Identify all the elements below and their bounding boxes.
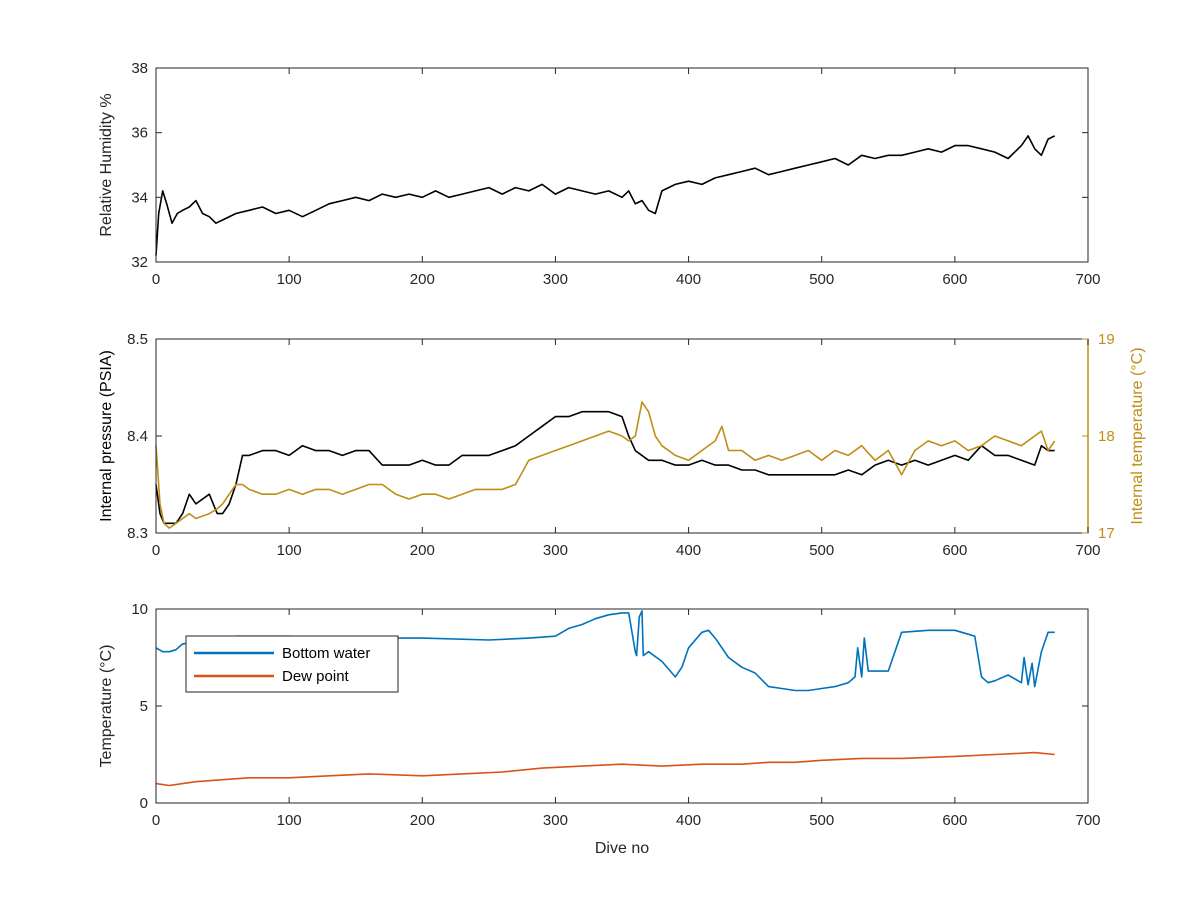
x-tick-label: 100: [277, 812, 302, 829]
axes-box: [155, 67, 1089, 263]
y-tick-label: 8.5: [127, 331, 148, 348]
x-tick-label: 500: [809, 271, 834, 288]
y-tick-label: 10: [131, 601, 148, 618]
y-tick-label: 32: [131, 254, 148, 271]
x-axis-label: Dive no: [595, 840, 649, 857]
dew-point-line: [155, 751, 1055, 787]
x-tick-label: 200: [410, 812, 435, 829]
x-tick-label: 200: [410, 271, 435, 288]
y-tick-label: 5: [140, 698, 148, 715]
legend-label: Bottom water: [282, 645, 370, 662]
x-tick-label: 500: [809, 812, 834, 829]
legend-box: [185, 635, 399, 693]
x-tick-label: 100: [277, 542, 302, 559]
series-1-line: [155, 401, 1056, 529]
x-tick-label: 300: [543, 542, 568, 559]
y-tick-label: 36: [131, 125, 148, 142]
y-axis-label: Relative Humidity %: [98, 93, 115, 236]
x-tick-label: 600: [942, 271, 967, 288]
y-axis-label: Internal pressure (PSIA): [98, 350, 115, 522]
x-tick-label: 500: [809, 542, 834, 559]
panel-humidity: 0 100 200 300 400 500 600 700 32 34 36 38 Relative H…: [98, 60, 1101, 288]
y-right-tick-label: 18: [1098, 428, 1115, 445]
x-tick-label: 200: [410, 542, 435, 559]
y-axis-label: Temperature (°C): [98, 645, 115, 768]
panel-pressure-temperature: 0 100 200 300 400 500 600 700 8.3 8.4 8.5 17 18 19 Int…: [98, 331, 1146, 559]
panel-temperature: 0 100 200 300 400 500 600 700 0 5 10 Temperature (°…: [98, 601, 1101, 857]
x-tick-label: 0: [152, 542, 160, 559]
x-tick-label: 300: [543, 812, 568, 829]
x-tick-label: 300: [543, 271, 568, 288]
legend-label: Dew point: [282, 668, 350, 685]
x-tick-label: 700: [1075, 542, 1100, 559]
x-tick-label: 400: [676, 542, 701, 559]
x-tick-label: 400: [676, 271, 701, 288]
x-tick-label: 0: [152, 812, 160, 829]
x-tick-label: 600: [942, 812, 967, 829]
y-tick-label: 0: [140, 795, 148, 812]
y-right-axis-label: Internal temperature (°C): [1129, 347, 1146, 524]
x-tick-label: 700: [1075, 812, 1100, 829]
legend: Bottom water Dew point: [185, 635, 399, 693]
y-tick-label: 8.4: [127, 428, 148, 445]
y-tick-label: 38: [131, 60, 148, 77]
x-tick-label: 100: [277, 271, 302, 288]
x-tick-label: 600: [942, 542, 967, 559]
y-right-tick-label: 19: [1098, 331, 1115, 348]
x-tick-label: 700: [1075, 271, 1100, 288]
series-0-line: [155, 410, 1055, 525]
y-right-tick-label: 17: [1098, 525, 1115, 542]
series-0-line: [155, 135, 1056, 256]
x-tick-label: 400: [676, 812, 701, 829]
y-tick-label: 8.3: [127, 525, 148, 542]
y-tick-label: 34: [131, 189, 148, 206]
x-tick-label: 0: [152, 271, 160, 288]
